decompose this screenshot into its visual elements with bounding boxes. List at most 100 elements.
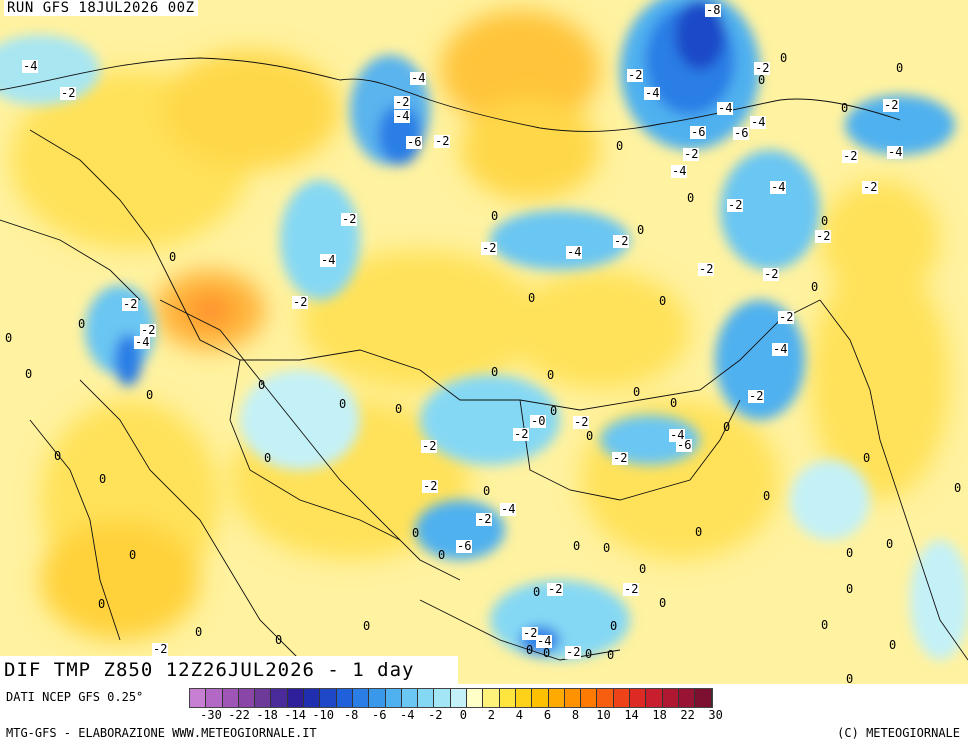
contour-value-label: -6 [406,135,423,149]
contour-value-label: -2 [341,212,358,226]
contour-value-label: -4 [566,245,583,259]
contour-value-label: -2 [778,310,795,324]
contour-value-label: -4 [750,115,767,129]
contour-value-label: 0 [412,526,420,540]
contour-value-label: 0 [607,648,615,662]
legend-swatch [678,689,696,707]
legend-swatch [483,689,500,707]
contour-value-label: 0 [637,223,645,237]
contour-value-label: 0 [129,548,137,562]
contour-value-label: 0 [491,209,499,223]
contour-value-label: -2 [140,323,157,337]
contour-value-label: 0 [258,378,266,392]
contour-value-label: -2 [481,241,498,255]
legend-swatch [385,689,402,707]
legend-tick-label: 14 [624,708,639,722]
contour-value-label: -2 [422,479,439,493]
contour-value-label: 0 [616,139,624,153]
legend-swatch [467,689,484,707]
contour-value-label: 0 [954,481,962,495]
contour-value-label: -4 [671,164,688,178]
legend-tick-label: 18 [652,708,667,722]
contour-value-label: -2 [547,582,564,596]
contour-value-label: 0 [586,429,594,443]
footer-copyright: (C) METEOGIORNALE [837,726,960,740]
legend-tick-label: 22 [680,708,695,722]
contour-value-label: 0 [491,365,499,379]
contour-value-label: -4 [394,109,411,123]
contour-value-label: -4 [320,253,337,267]
contour-value-label: -4 [500,502,517,516]
contour-value-label: -2 [421,439,438,453]
legend-swatch [630,689,647,707]
contour-value-label: 0 [659,294,667,308]
contour-value-label: -2 [623,582,640,596]
contour-value-label: 0 [758,73,766,87]
legend-swatch [695,689,712,707]
contour-value-label: 0 [78,317,86,331]
contour-value-label: -8 [705,3,722,17]
contour-value-label: -2 [434,134,451,148]
contour-value-label: 0 [99,472,107,486]
contour-value-label: 0 [846,672,854,686]
contour-value-label: -2 [612,451,629,465]
contour-value-label: 0 [821,214,829,228]
legend-swatch [238,689,256,707]
contour-value-label: 0 [363,619,371,633]
legend-swatch [352,689,370,707]
contour-value-label: -2 [60,86,77,100]
contour-value-label: 0 [763,489,771,503]
contour-value-label: 0 [841,101,849,115]
contour-value-label: -4 [772,342,789,356]
contour-value-label: -4 [887,145,904,159]
contour-value-label: -4 [669,428,686,442]
contour-value-label: -4 [410,71,427,85]
contour-value-label: -2 [727,198,744,212]
contour-value-label: 0 [846,546,854,560]
contour-value-label: 0 [395,402,403,416]
legend-swatch [499,689,516,707]
contour-value-label: 0 [889,638,897,652]
legend-tick-label: -6 [371,708,387,722]
color-scale-bar [189,688,713,708]
legend-swatch [450,689,468,707]
contour-value-label: 0 [483,484,491,498]
contour-value-label: -2 [573,415,590,429]
contour-value-label: -2 [754,61,771,75]
contour-value-label: 0 [780,51,788,65]
footer-credit: MTG-GFS - ELABORAZIONE WWW.METEOGIORNALE… [6,726,317,740]
contour-value-label: 0 [169,250,177,264]
legend-tick-label: 4 [515,708,524,722]
legend-swatch [532,689,549,707]
contour-value-label: 0 [821,618,829,632]
contour-value-label: -4 [770,180,787,194]
legend-tick-label: -10 [312,708,334,722]
legend-tick-label: 8 [571,708,580,722]
legend-tick-label: -8 [343,708,359,722]
contour-value-label: -4 [717,101,734,115]
contour-value-label: 0 [633,385,641,399]
contour-value-label: 0 [533,585,541,599]
contour-value-label: -2 [613,234,630,248]
contour-value-label: 0 [639,562,647,576]
contour-value-label: 0 [695,525,703,539]
contour-value-label: 0 [146,388,154,402]
contour-value-label: 0 [528,291,536,305]
contour-value-label: 0 [863,451,871,465]
legend-tick-label: 10 [596,708,611,722]
legend-tick-label: -18 [256,708,278,722]
contour-value-label: -6 [456,539,473,553]
contour-value-label: 0 [543,646,551,660]
legend-swatch [401,689,419,707]
legend-tick-label: -30 [200,708,222,722]
contour-value-label: -4 [536,634,553,648]
contour-value-label: 0 [687,191,695,205]
legend-swatch [418,689,435,707]
contour-value-label: 0 [670,396,678,410]
contour-value-label: -4 [134,335,151,349]
legend-tick-label: -14 [284,708,306,722]
legend-swatch [222,689,239,707]
contour-value-label: 0 [550,404,558,418]
contour-value-label: -4 [644,86,661,100]
